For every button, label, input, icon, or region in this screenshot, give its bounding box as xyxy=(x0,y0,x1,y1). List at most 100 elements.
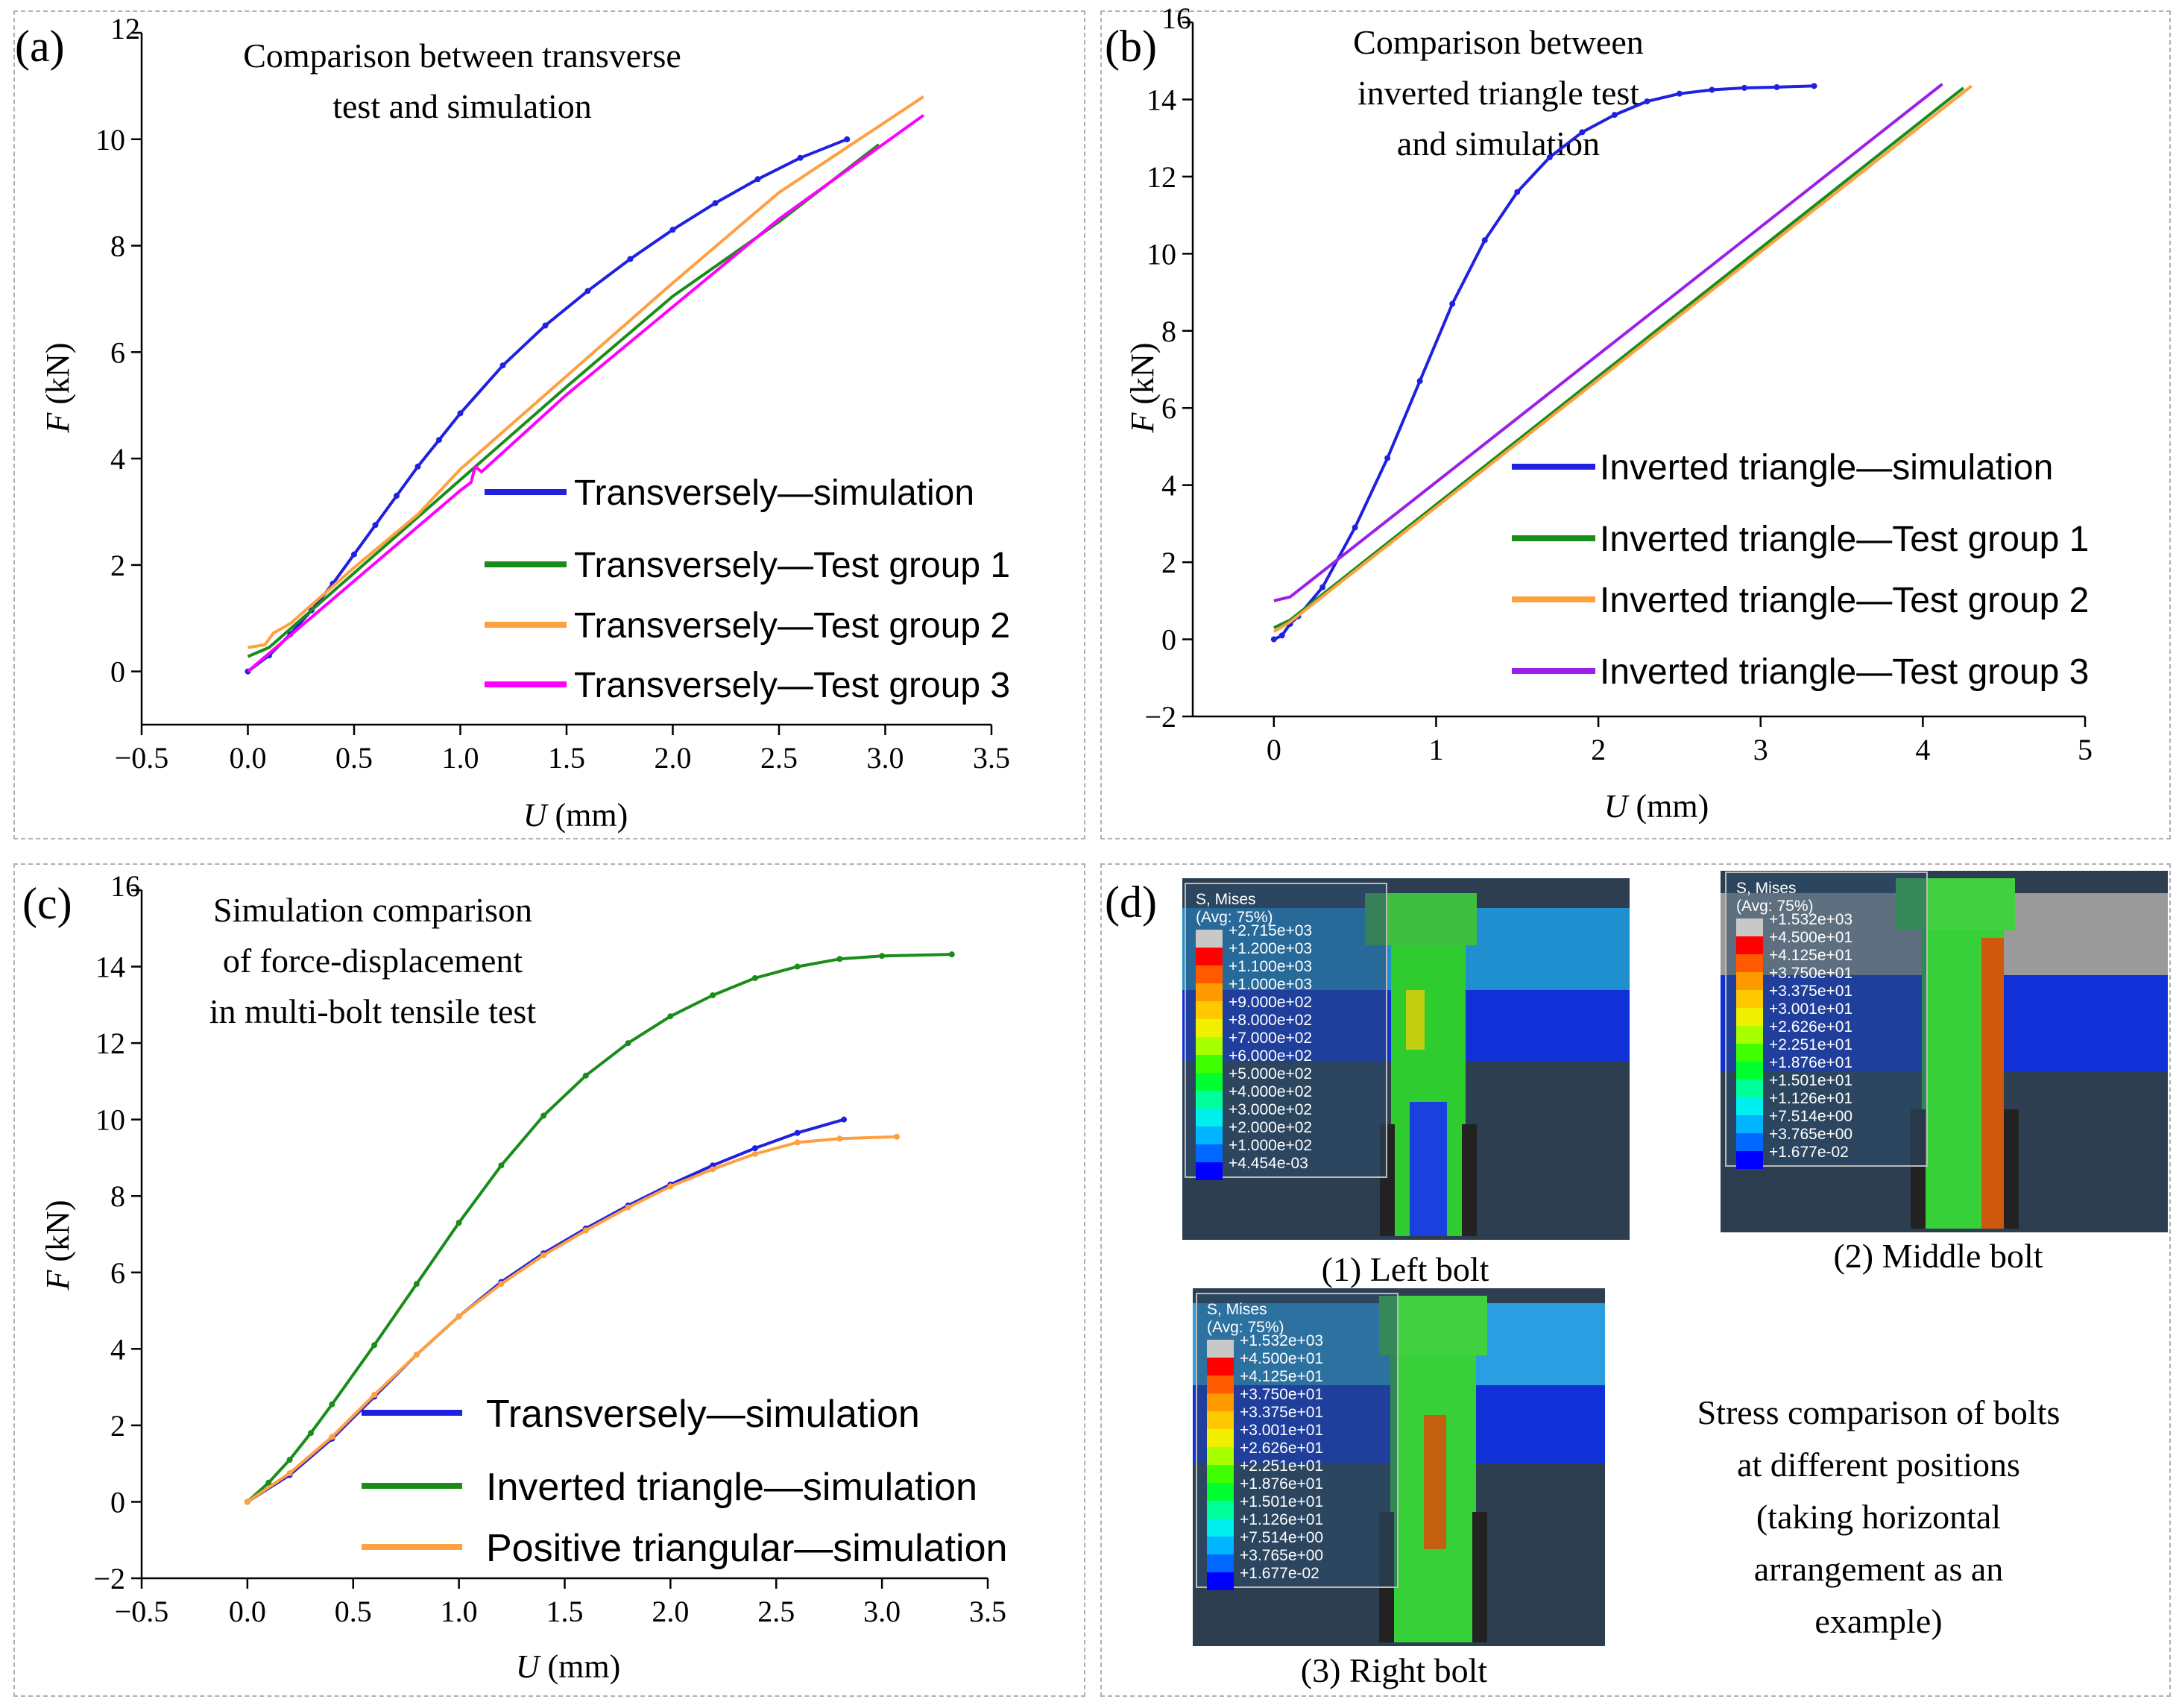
data-point xyxy=(351,551,357,558)
contour-value: +1.200e+03 xyxy=(1229,940,1312,957)
contour-color-swatch xyxy=(1207,1519,1234,1537)
contour-color-swatch xyxy=(1207,1340,1234,1358)
data-point xyxy=(1384,455,1391,461)
data-point xyxy=(1676,90,1683,97)
y-tick-label: 0 xyxy=(110,1485,125,1519)
contour-value: +1.677e-02 xyxy=(1769,1144,1849,1161)
y-tick-label: 10 xyxy=(95,1103,125,1137)
data-point xyxy=(455,1313,462,1320)
contour-value: +9.000e+02 xyxy=(1229,994,1312,1011)
data-point xyxy=(540,1252,547,1258)
data-point xyxy=(499,362,506,369)
x-tick-label: 2 xyxy=(1591,733,1606,766)
hot-spot xyxy=(1424,1415,1446,1549)
contour-color-swatch xyxy=(1196,1144,1223,1162)
legend-label: Inverted triangle—simulation xyxy=(486,1466,977,1509)
data-point xyxy=(625,1040,631,1047)
data-point xyxy=(893,1133,900,1140)
data-point xyxy=(414,463,421,470)
contour-value: +1.677e-02 xyxy=(1240,1565,1319,1582)
data-point xyxy=(413,1352,420,1358)
series-line xyxy=(1273,83,1943,602)
x-tick-label: 0.5 xyxy=(335,1595,372,1628)
y-tick-label: 16 xyxy=(1161,1,1191,35)
caption-line: arrangement as an xyxy=(1754,1550,2004,1588)
y-tick-label: −2 xyxy=(1144,700,1176,734)
x-tick-label: 2.5 xyxy=(760,741,798,775)
contour-color-swatch xyxy=(1736,1008,1763,1026)
hot-spot xyxy=(1981,938,2004,1229)
chart-c-title: Simulation comparison of force-displacem… xyxy=(209,891,536,1030)
data-point xyxy=(1449,300,1456,307)
contour-value: +4.125e+01 xyxy=(1240,1368,1323,1385)
data-point xyxy=(627,256,634,262)
x-tick-label: 0.5 xyxy=(335,741,373,775)
series-line xyxy=(246,1135,898,1504)
contour-color-swatch xyxy=(1736,1151,1763,1169)
data-point xyxy=(1514,189,1521,195)
chart-b-panel-label: (b) xyxy=(1105,22,1157,71)
contour-value: +2.251e+01 xyxy=(1769,1036,1852,1053)
contour-value: +3.001e+01 xyxy=(1240,1422,1323,1439)
y-tick-label: −2 xyxy=(93,1562,125,1595)
data-point xyxy=(751,974,758,981)
contour-value: +2.715e+03 xyxy=(1229,922,1312,939)
y-tick-label: 14 xyxy=(95,951,125,984)
x-tick-label: 3.5 xyxy=(973,741,1010,775)
contour-legend-avg: (Avg: 75%) xyxy=(1207,1319,1284,1336)
chart-a-title-line: test and simulation xyxy=(332,87,592,125)
chart-b-ylabel-unit: (kN) xyxy=(1124,343,1161,413)
data-point xyxy=(1644,98,1650,105)
y-tick-label: 2 xyxy=(1161,546,1176,579)
chart-b-title-line: inverted triangle test xyxy=(1357,74,1639,112)
y-tick-label: 16 xyxy=(110,869,140,903)
x-tick-label: −0.5 xyxy=(115,741,169,775)
data-point xyxy=(667,1013,674,1020)
data-point xyxy=(667,1183,674,1190)
contour-value: +3.765e+00 xyxy=(1769,1126,1852,1143)
contour-color-swatch xyxy=(1207,1447,1234,1465)
data-point xyxy=(498,1162,505,1169)
contour-value: +5.000e+02 xyxy=(1229,1065,1312,1083)
contour-color-swatch xyxy=(1196,965,1223,983)
chart-b-legend: Inverted triangle—simulation Inverted tr… xyxy=(1512,448,2089,692)
x-tick-label: 0 xyxy=(1267,733,1281,766)
contour-value: +4.125e+01 xyxy=(1769,947,1852,964)
panel-d: (d) S, xyxy=(1105,871,2168,1689)
chart-c-xlabel: U (mm) xyxy=(516,1648,621,1685)
panel-c-frame xyxy=(13,863,1085,1697)
data-point xyxy=(669,227,676,233)
panel-d-caption: Stress comparison of bolts at different … xyxy=(1697,1393,2060,1640)
contour-value: +3.765e+00 xyxy=(1240,1547,1323,1564)
chart-c-panel-label: (c) xyxy=(22,879,72,928)
x-tick-label: 3.5 xyxy=(969,1595,1006,1628)
data-point xyxy=(1741,84,1747,91)
data-point xyxy=(582,1227,589,1234)
contour-color-swatch xyxy=(1196,1019,1223,1037)
contour-color-swatch xyxy=(1207,1429,1234,1447)
y-tick-label: 12 xyxy=(1147,160,1176,194)
contour-value: +1.501e+01 xyxy=(1769,1072,1852,1089)
chart-a-title: Comparison between transverse test and s… xyxy=(243,37,681,125)
contour-value: +4.500e+01 xyxy=(1769,929,1852,946)
contour-color-swatch xyxy=(1207,1554,1234,1572)
chart-c: Simulation comparison of force-displacem… xyxy=(22,869,1007,1685)
chart-b-xlabel-var: U xyxy=(1604,788,1630,825)
contour-value: +1.501e+01 xyxy=(1240,1493,1323,1510)
contour-color-swatch xyxy=(1736,1062,1763,1080)
bolt-caption: (1) Left bolt xyxy=(1322,1250,1489,1288)
contour-value: +3.750e+01 xyxy=(1769,965,1852,982)
contour-value: +2.251e+01 xyxy=(1240,1458,1323,1475)
contour-value: +3.375e+01 xyxy=(1240,1404,1323,1421)
data-point xyxy=(710,1166,716,1173)
contour-color-swatch xyxy=(1736,1080,1763,1097)
series-line xyxy=(247,113,924,673)
contour-color-swatch xyxy=(1196,1001,1223,1019)
contour-value: +7.514e+00 xyxy=(1240,1529,1323,1546)
chart-a-ylabel: F (kN) xyxy=(40,343,76,434)
x-tick-label: 2.5 xyxy=(757,1595,795,1628)
contour-color-swatch xyxy=(1207,1411,1234,1429)
contour-color-swatch xyxy=(1736,954,1763,972)
data-point xyxy=(584,288,591,294)
data-point xyxy=(329,1434,335,1440)
